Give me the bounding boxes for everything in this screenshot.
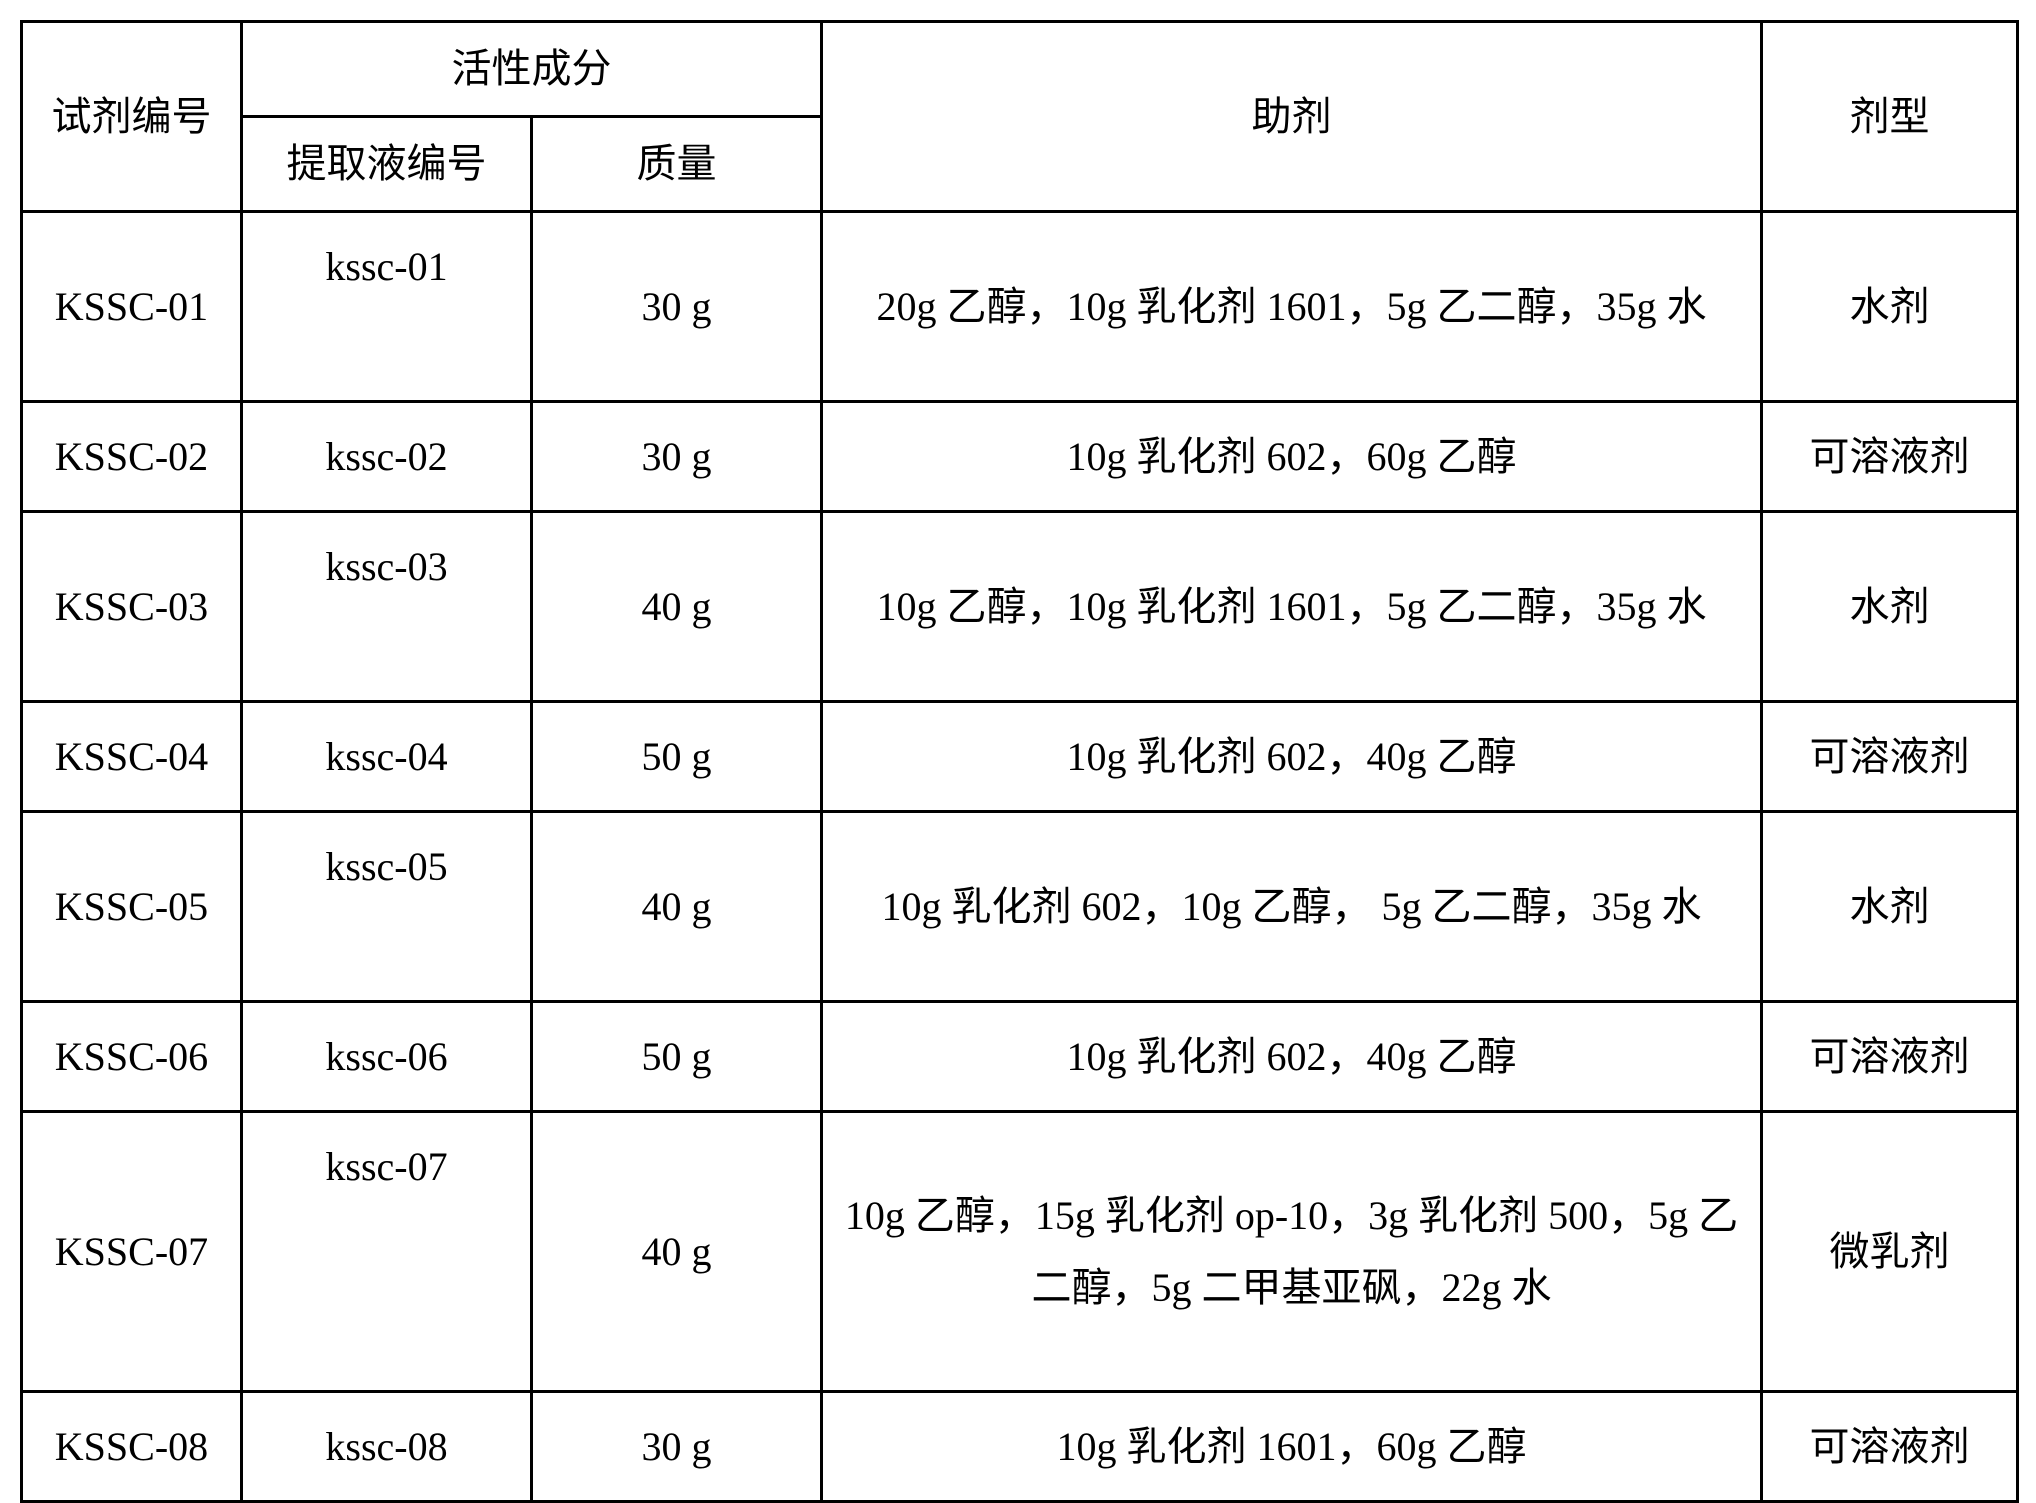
cell-mass: 30 g [532,402,822,512]
table-row: KSSC-03 kssc-03 40 g 10g 乙醇，10g 乳化剂 1601… [22,512,2018,702]
cell-reagent-id: KSSC-04 [22,702,242,812]
table-row: KSSC-04 kssc-04 50 g 10g 乳化剂 602，40g 乙醇 … [22,702,2018,812]
header-adjuvant: 助剂 [822,22,1762,212]
cell-extract-id: kssc-03 [242,512,532,702]
cell-extract-id: kssc-08 [242,1392,532,1502]
cell-formulation: 可溶液剂 [1762,402,2018,512]
cell-extract-id: kssc-02 [242,402,532,512]
cell-mass: 50 g [532,702,822,812]
table-row: KSSC-07 kssc-07 40 g 10g 乙醇，15g 乳化剂 op-1… [22,1112,2018,1392]
cell-adjuvant: 10g 乙醇，15g 乳化剂 op-10，3g 乳化剂 500，5g 乙二醇，5… [822,1112,1762,1392]
cell-extract-id: kssc-04 [242,702,532,812]
cell-formulation: 微乳剂 [1762,1112,2018,1392]
cell-mass: 40 g [532,812,822,1002]
cell-reagent-id: KSSC-03 [22,512,242,702]
cell-formulation: 水剂 [1762,512,2018,702]
cell-adjuvant: 10g 乳化剂 602，10g 乙醇， 5g 乙二醇，35g 水 [822,812,1762,1002]
cell-formulation: 水剂 [1762,812,2018,1002]
cell-adjuvant: 10g 乙醇，10g 乳化剂 1601，5g 乙二醇，35g 水 [822,512,1762,702]
cell-adjuvant: 10g 乳化剂 602，60g 乙醇 [822,402,1762,512]
cell-mass: 40 g [532,1112,822,1392]
formulation-table: 试剂编号 活性成分 助剂 剂型 提取液编号 质量 KSSC-01 kssc-01… [20,20,2019,1503]
table-header-row-1: 试剂编号 活性成分 助剂 剂型 [22,22,2018,117]
cell-adjuvant: 20g 乙醇，10g 乳化剂 1601，5g 乙二醇，35g 水 [822,212,1762,402]
table-row: KSSC-08 kssc-08 30 g 10g 乳化剂 1601，60g 乙醇… [22,1392,2018,1502]
cell-reagent-id: KSSC-08 [22,1392,242,1502]
table-row: KSSC-02 kssc-02 30 g 10g 乳化剂 602，60g 乙醇 … [22,402,2018,512]
cell-reagent-id: KSSC-05 [22,812,242,1002]
cell-reagent-id: KSSC-02 [22,402,242,512]
cell-formulation: 可溶液剂 [1762,702,2018,812]
header-reagent-id: 试剂编号 [22,22,242,212]
table-row: KSSC-05 kssc-05 40 g 10g 乳化剂 602，10g 乙醇，… [22,812,2018,1002]
cell-mass: 30 g [532,1392,822,1502]
table-row: KSSC-01 kssc-01 30 g 20g 乙醇，10g 乳化剂 1601… [22,212,2018,402]
header-formulation: 剂型 [1762,22,2018,212]
cell-extract-id: kssc-07 [242,1112,532,1392]
cell-extract-id: kssc-01 [242,212,532,402]
cell-extract-id: kssc-05 [242,812,532,1002]
cell-adjuvant: 10g 乳化剂 602，40g 乙醇 [822,702,1762,812]
cell-formulation: 可溶液剂 [1762,1392,2018,1502]
table-row: KSSC-06 kssc-06 50 g 10g 乳化剂 602，40g 乙醇 … [22,1002,2018,1112]
cell-adjuvant: 10g 乳化剂 602，40g 乙醇 [822,1002,1762,1112]
cell-formulation: 可溶液剂 [1762,1002,2018,1112]
header-extract-id: 提取液编号 [242,117,532,212]
header-mass: 质量 [532,117,822,212]
header-active-ingredient: 活性成分 [242,22,822,117]
cell-mass: 50 g [532,1002,822,1112]
cell-formulation: 水剂 [1762,212,2018,402]
cell-mass: 40 g [532,512,822,702]
cell-reagent-id: KSSC-01 [22,212,242,402]
cell-reagent-id: KSSC-06 [22,1002,242,1112]
cell-reagent-id: KSSC-07 [22,1112,242,1392]
cell-mass: 30 g [532,212,822,402]
cell-extract-id: kssc-06 [242,1002,532,1112]
cell-adjuvant: 10g 乳化剂 1601，60g 乙醇 [822,1392,1762,1502]
